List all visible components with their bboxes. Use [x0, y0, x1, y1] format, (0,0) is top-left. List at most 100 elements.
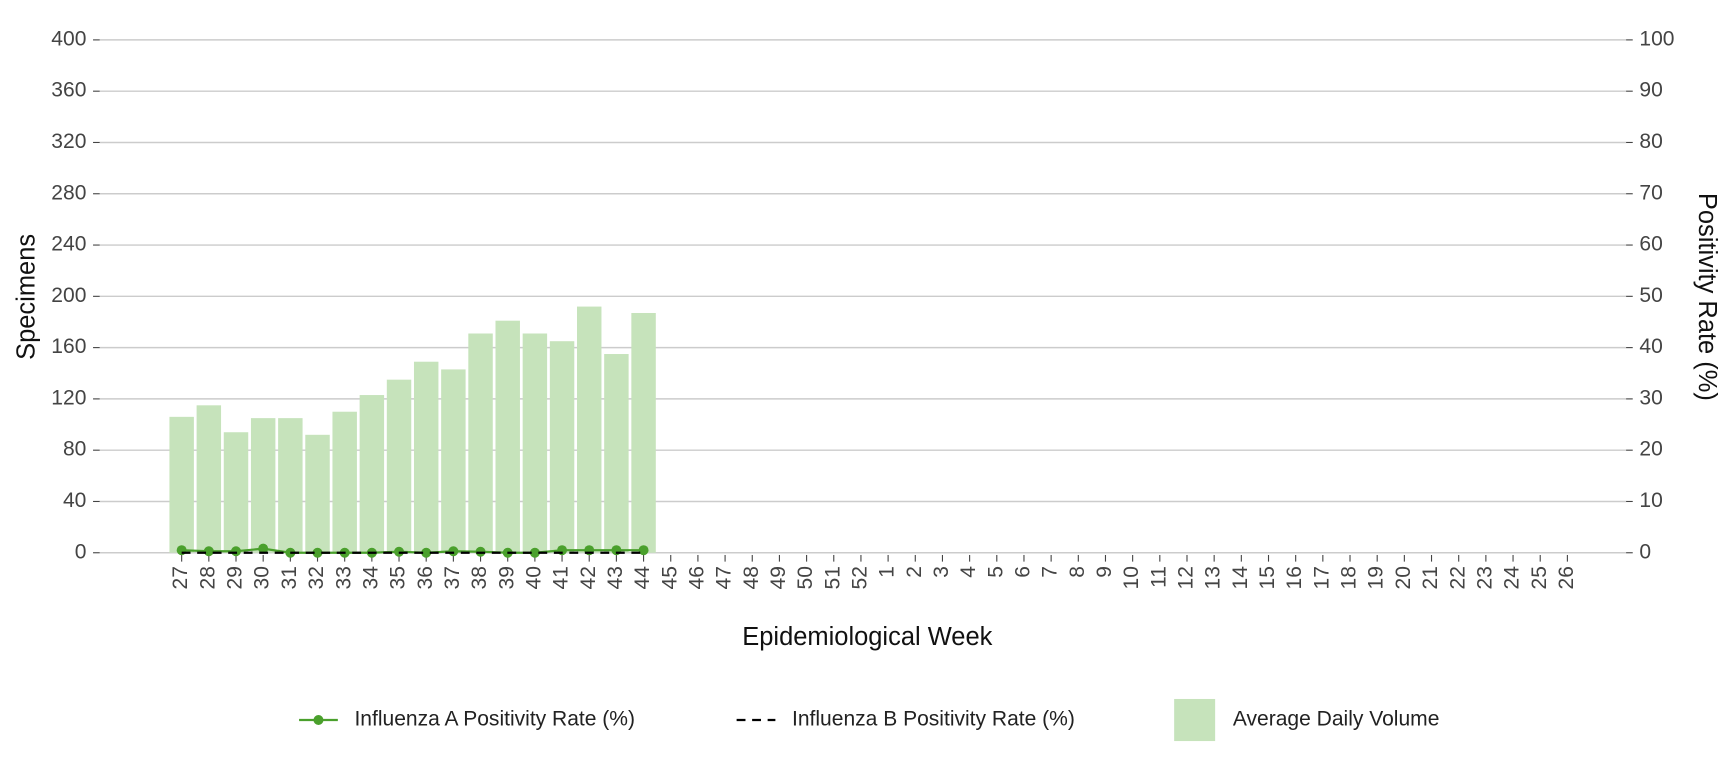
y2-tick-label: 100: [1639, 27, 1674, 50]
point: [203, 546, 214, 557]
x-tick-label: 51: [821, 566, 844, 589]
bar: [196, 405, 222, 553]
x-tick-label: 4: [957, 566, 980, 578]
y-tick-label: 240: [51, 233, 86, 256]
bar: [359, 395, 385, 553]
point: [529, 547, 540, 558]
x-tick-label: 23: [1473, 566, 1496, 589]
y2-tick-label: 60: [1639, 233, 1662, 256]
y-tick-label: 320: [51, 130, 86, 153]
y2-tick-label: 90: [1639, 79, 1662, 102]
x-tick-label: 1: [876, 566, 899, 578]
x-tick-label: 47: [713, 566, 736, 589]
x-tick-label: 24: [1501, 566, 1524, 590]
x-tick-label: 31: [278, 566, 301, 589]
bar: [631, 312, 656, 553]
bar: [169, 416, 194, 553]
bar: [332, 411, 357, 553]
bar: [577, 306, 602, 553]
x-tick-label: 15: [1256, 566, 1279, 589]
bar: [413, 361, 439, 553]
bar: [495, 320, 520, 553]
bar: [278, 418, 303, 553]
y2-tick-label: 30: [1639, 386, 1662, 409]
y-tick-label: 40: [63, 489, 86, 512]
x-tick-label: 29: [224, 566, 247, 589]
bar: [386, 379, 412, 553]
point: [231, 546, 241, 557]
x-tick-label: 33: [332, 566, 355, 589]
x-tick-label: 37: [441, 566, 464, 589]
y-tick-label: 280: [51, 181, 86, 204]
point: [312, 547, 323, 558]
bar: [441, 369, 466, 553]
x-tick-label: 9: [1093, 566, 1116, 578]
x-tick-label: 8: [1066, 566, 1089, 578]
x-tick-label: 25: [1528, 566, 1551, 589]
bar: [549, 341, 575, 553]
x-tick-label: 52: [849, 566, 872, 589]
x-tick-label: 2: [903, 566, 926, 578]
point: [258, 543, 269, 554]
bar: [604, 354, 629, 553]
x-tick-label: 50: [794, 566, 817, 589]
y-tick-label: 120: [51, 386, 86, 409]
y2-tick-label: 10: [1639, 489, 1662, 512]
x-tick-label: 7: [1039, 566, 1062, 578]
legend-label: Influenza A Positivity Rate (%): [354, 708, 635, 731]
legend-label: Influenza B Positivity Rate (%): [792, 708, 1075, 731]
y-axis-title: Specimens: [12, 234, 40, 360]
x-tick-label: 28: [196, 566, 219, 589]
x-tick-label: 32: [305, 566, 328, 589]
x-tick-label: 45: [658, 566, 681, 589]
x-tick-label: 11: [1147, 566, 1170, 588]
x-tick-label: 48: [740, 566, 763, 589]
x-tick-label: 34: [359, 566, 382, 590]
bar: [250, 418, 276, 553]
x-tick-label: 17: [1310, 566, 1333, 589]
bar: [223, 432, 249, 553]
y2-tick-label: 20: [1639, 438, 1662, 461]
x-tick-label: 30: [251, 566, 274, 589]
y-tick-label: 160: [51, 335, 86, 358]
x-tick-label: 14: [1229, 566, 1252, 590]
x-tick-label: 26: [1555, 566, 1578, 589]
y-tick-label: 360: [51, 79, 86, 102]
x-tick-label: 22: [1446, 566, 1469, 589]
legend-swatch: [313, 715, 324, 726]
x-tick-label: 49: [767, 566, 790, 589]
x-tick-label: 36: [414, 566, 437, 589]
x-tick-label: 6: [1012, 566, 1035, 578]
x-tick-label: 12: [1175, 566, 1198, 589]
y-tick-label: 80: [63, 438, 86, 461]
x-tick-label: 5: [984, 566, 1007, 578]
point: [421, 547, 432, 558]
x-tick-label: 46: [685, 566, 708, 589]
x-tick-label: 43: [604, 566, 627, 589]
x-axis-title: Epidemiological Week: [742, 623, 992, 651]
x-tick-label: 41: [550, 566, 573, 589]
y2-tick-label: 80: [1639, 130, 1662, 153]
y2-tick-label: 50: [1639, 284, 1662, 307]
bar: [468, 333, 493, 553]
x-tick-label: 3: [930, 566, 953, 578]
y-tick-label: 0: [75, 540, 87, 563]
x-tick-label: 44: [631, 566, 654, 590]
legend-swatch: [1174, 698, 1216, 742]
x-tick-label: 13: [1202, 566, 1225, 589]
x-tick-label: 18: [1338, 566, 1361, 589]
x-tick-label: 40: [522, 566, 545, 589]
x-tick-label: 42: [577, 566, 600, 589]
x-tick-label: 19: [1365, 566, 1388, 589]
y2-tick-label: 40: [1639, 335, 1662, 358]
x-tick-label: 27: [169, 566, 192, 589]
x-tick-label: 10: [1120, 566, 1143, 589]
x-tick-label: 16: [1283, 566, 1306, 589]
y-tick-label: 400: [51, 27, 86, 50]
x-tick-label: 39: [495, 566, 518, 589]
bar: [305, 434, 330, 553]
point: [448, 546, 459, 557]
x-tick-label: 21: [1419, 566, 1442, 589]
x-tick-label: 20: [1392, 566, 1415, 589]
